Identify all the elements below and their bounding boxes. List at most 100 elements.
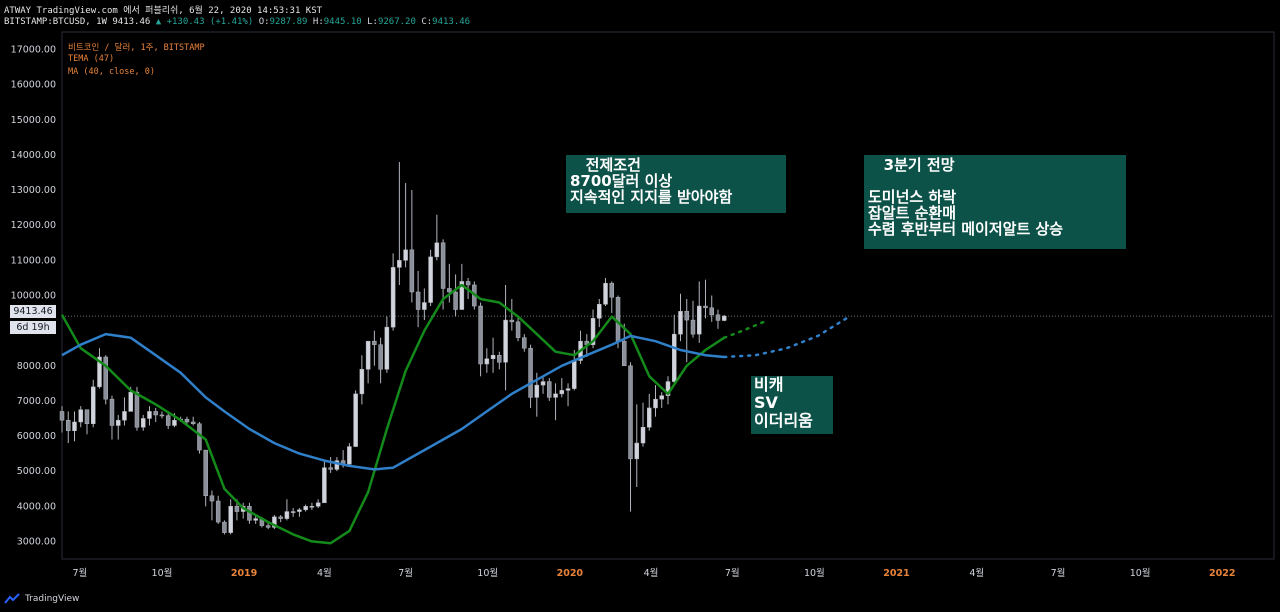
- candle-body: [671, 333, 677, 382]
- candle-body: [153, 411, 158, 416]
- x-tick-label: 10월: [1130, 567, 1151, 579]
- candle-body: [365, 340, 371, 370]
- low-value: 9267.20: [377, 17, 416, 27]
- candle-body: [690, 319, 696, 335]
- candle-body: [234, 506, 240, 512]
- candle-body: [503, 319, 508, 363]
- symbol-price: BITSTAMP:BTCUSD, 1W 9413.46: [4, 17, 151, 27]
- last-price-tag: 9413.46: [10, 305, 56, 318]
- candle-body: [622, 340, 627, 367]
- candle-body: [378, 344, 383, 370]
- y-tick-label: 3000.00: [17, 536, 56, 547]
- candle-body: [440, 242, 446, 289]
- open-label: O:: [258, 17, 270, 27]
- candle-body: [384, 326, 390, 370]
- x-tick-label: 4월: [644, 567, 659, 579]
- candle-body: [309, 506, 315, 508]
- candle-body: [265, 525, 271, 528]
- candle-body: [715, 314, 721, 321]
- candle-body: [403, 249, 408, 261]
- candle-body: [659, 395, 665, 400]
- y-tick-label: 5000.00: [17, 466, 56, 477]
- publish-header: ATWAY TradingView.com 에서 퍼블리쉬, 6월 22, 20…: [4, 6, 323, 16]
- candle-body: [453, 291, 458, 310]
- candle-body: [415, 291, 421, 310]
- candle-body: [434, 242, 440, 258]
- candle-body: [59, 411, 65, 421]
- y-tick-label: 4000.00: [17, 501, 56, 512]
- candle-body: [97, 356, 102, 388]
- y-tick-label: 13000.00: [11, 185, 56, 196]
- candle-body: [303, 506, 308, 511]
- candle-body: [447, 288, 452, 293]
- y-tick-label: 12000.00: [11, 220, 56, 231]
- y-tick-label: 14000.00: [11, 150, 56, 161]
- footer-brand: TradingView: [25, 594, 80, 604]
- candle-body: [522, 337, 527, 349]
- candle-body: [397, 260, 402, 268]
- tema-line-projection: [722, 318, 770, 339]
- candle-body: [478, 305, 483, 365]
- close-value: 9413.46: [432, 17, 471, 27]
- x-tick-label: 2019: [231, 568, 257, 579]
- ma-line: [61, 332, 725, 471]
- candle-body: [709, 307, 714, 316]
- candle-body: [634, 442, 640, 460]
- candles: [59, 161, 727, 535]
- candle-body: [347, 446, 352, 465]
- candle-body: [465, 281, 471, 286]
- symbol-ohlc-header: BITSTAMP:BTCUSD, 1W 9413.46 ▲ +130.43 (+…: [4, 17, 470, 27]
- y-tick-label: 7000.00: [17, 396, 56, 407]
- candle-body: [515, 321, 521, 338]
- candle-body: [540, 381, 546, 386]
- x-axis: 7월 10월 2019 4월 7월 10월 2020 4월 7월 10월 2021 4월 7월 10월 20…: [72, 567, 1235, 579]
- y-tick-label: 6000.00: [17, 431, 56, 442]
- candle-body: [372, 340, 377, 345]
- candle-body: [190, 421, 196, 424]
- y-tick-label: 8000.00: [17, 361, 56, 372]
- x-tick-label: 4월: [969, 567, 984, 579]
- y-tick-label: 10000.00: [11, 291, 56, 302]
- note-q3-outlook[interactable]: 3분기 전망 도미넌스 하락 잡알트 순환매 수렴 후반부터 메이저알트 상승: [864, 155, 1126, 249]
- candle-body: [128, 391, 133, 412]
- candle-body: [390, 267, 396, 328]
- high-value: 9445.10: [323, 17, 362, 27]
- candle-body: [640, 427, 646, 444]
- candle-body: [209, 495, 215, 502]
- candle-body: [721, 315, 727, 321]
- x-tick-label: 2021: [883, 568, 909, 579]
- y-axis: 3000.00 4000.00 5000.00 6000.00 7000.00 8000.…: [11, 45, 56, 548]
- y-tick-label: 15000.00: [11, 115, 56, 126]
- candle-body: [565, 388, 571, 391]
- note-coins[interactable]: 비캐 SV 이더리움: [751, 376, 833, 434]
- candle-body: [290, 511, 296, 513]
- candle-body: [534, 384, 540, 398]
- candle-body: [84, 409, 90, 424]
- candle-body: [322, 467, 327, 504]
- y-tick-label: 11000.00: [11, 255, 56, 266]
- candle-body: [65, 419, 71, 432]
- candle-body: [122, 411, 127, 421]
- candle-body: [678, 311, 683, 335]
- candle-body: [572, 360, 577, 389]
- candle-body: [172, 419, 177, 426]
- note-premise[interactable]: 전제조건 8700달러 이상 지속적인 지지를 받아야함: [566, 155, 786, 213]
- candle-body: [459, 281, 465, 310]
- candle-body: [665, 381, 671, 396]
- candle-body: [184, 418, 190, 423]
- tradingview-logo-icon: [4, 593, 20, 604]
- y-tick-label: 17000.00: [11, 45, 56, 56]
- legend-tema: TEMA (47): [68, 54, 115, 64]
- candle-body: [78, 409, 83, 423]
- x-tick-label: 10월: [804, 567, 825, 579]
- candle-body: [334, 460, 340, 470]
- candle-body: [228, 506, 233, 533]
- high-label: H:: [312, 17, 324, 27]
- candle-body: [90, 386, 96, 424]
- candle-body: [203, 449, 208, 497]
- candle-body: [703, 305, 708, 309]
- tradingview-footer[interactable]: TradingView: [4, 593, 79, 605]
- plot-border: [61, 31, 1275, 560]
- candle-body: [653, 398, 658, 409]
